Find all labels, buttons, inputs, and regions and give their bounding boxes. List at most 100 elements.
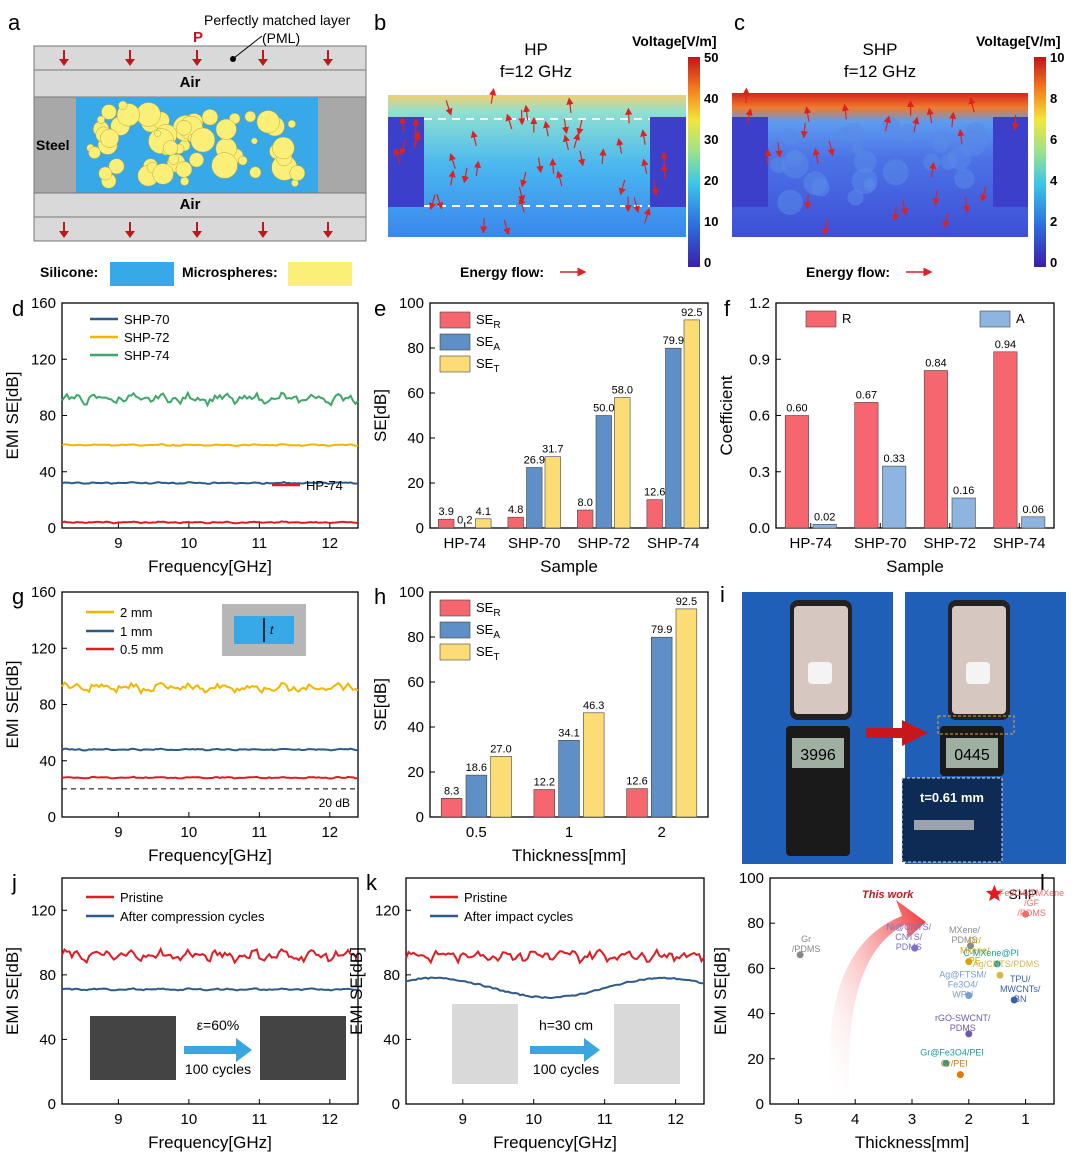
energy-vector xyxy=(900,200,909,216)
panel-label: d xyxy=(12,296,24,321)
bar-value-label: 31.7 xyxy=(542,444,563,456)
legend-swatch xyxy=(439,643,471,661)
energy-vector xyxy=(436,193,444,210)
y-tick-label: 20 xyxy=(407,764,424,781)
legend-label: A xyxy=(1016,311,1025,326)
y-axis-title: EMI SE[dB] xyxy=(3,372,22,460)
incident-arrow-head xyxy=(59,59,69,66)
x-tick-label: HP-74 xyxy=(443,535,486,552)
y-tick-label: 40 xyxy=(39,1031,56,1048)
microsphere-shadow xyxy=(777,189,803,215)
energy-vector xyxy=(561,118,570,135)
series-line xyxy=(61,520,359,525)
point-label: MXene/ xyxy=(949,925,981,935)
y-tick-label: 0.3 xyxy=(749,464,770,481)
energy-vector xyxy=(562,134,570,151)
incident-arrows xyxy=(59,50,333,238)
bar-value-label: 4.8 xyxy=(508,504,523,516)
legend-swatch xyxy=(439,333,471,351)
meter-left-display xyxy=(792,738,844,768)
pml-label: Perfectly matched layer xyxy=(204,12,351,28)
microsphere-shadow xyxy=(899,123,917,141)
legend-label: Pristine xyxy=(464,890,507,905)
y-axis-title: EMI SE[dB] xyxy=(3,947,22,1035)
energy-vector xyxy=(651,180,659,197)
bar-value-label: 0.60 xyxy=(786,403,807,415)
bar xyxy=(665,347,682,529)
colorbar-tick-label: 50 xyxy=(704,50,718,65)
phone-left-widget xyxy=(808,662,832,684)
series-line xyxy=(61,946,359,965)
colorbar-title-shp: Voltage[V/m] xyxy=(976,33,1061,49)
series-line xyxy=(61,390,359,408)
energy-vector xyxy=(536,157,544,174)
energy-vector xyxy=(556,170,564,187)
x-tick-label: 10 xyxy=(525,1111,542,1128)
y-tick-label: 120 xyxy=(31,902,56,919)
bar xyxy=(1021,516,1046,529)
bar xyxy=(558,739,580,818)
data-point xyxy=(993,960,1001,968)
series-line xyxy=(61,681,359,696)
energy-vector xyxy=(822,219,830,236)
microsphere-shadow xyxy=(847,189,864,206)
panel-b: b HP f=12 GHz Voltage[V/m] 50 40 30 20 10 0 E… xyxy=(374,10,718,280)
energy-vector xyxy=(489,88,497,104)
microsphere xyxy=(237,155,248,166)
bar xyxy=(854,402,879,529)
x-tick-label: 0.5 xyxy=(466,824,487,841)
microsphere xyxy=(162,140,179,156)
panel-b-frequency: f=12 GHz xyxy=(500,62,572,81)
impact-photo-after xyxy=(614,1004,680,1084)
x-tick-label: 10 xyxy=(181,535,198,552)
point-label: Gr@Fe3O4/PEI xyxy=(920,1047,984,1057)
reference-label: 20 dB xyxy=(319,796,350,810)
microsphere-shadow xyxy=(851,168,878,195)
air-layer-top xyxy=(33,69,367,98)
x-tick-label: 1 xyxy=(565,824,573,841)
x-tick-label: 12 xyxy=(321,824,338,841)
microsphere-shadow xyxy=(881,116,901,136)
colorbar-title-hp: Voltage[V/m] xyxy=(632,33,717,49)
panel-label: g xyxy=(12,584,24,609)
bar xyxy=(577,509,594,529)
legend-swatch xyxy=(979,310,1011,328)
microsphere-shadow xyxy=(934,129,952,148)
steel-left-shp xyxy=(732,117,768,207)
y-axis-title: EMI SE[dB] xyxy=(3,661,22,749)
legend-label: SET xyxy=(476,356,499,375)
point-label: PDMS xyxy=(896,942,922,952)
microsphere xyxy=(176,120,192,136)
steel-right-hp xyxy=(650,117,686,207)
y-tick-label: 40 xyxy=(407,430,424,447)
chart-h: 0 20 40 60 80 100 h Thickness[mm] SE[dB] 0.5 8.3 18… xyxy=(371,584,709,865)
y-tick-label: 40 xyxy=(39,464,56,481)
chart-j: 0 40 80 120 j Frequency[GHz] EMI SE[dB] 9 10 11 12… xyxy=(3,870,359,1152)
energy-vector xyxy=(413,130,421,146)
legend-label: After impact cycles xyxy=(464,909,574,924)
point-label: PDMS xyxy=(950,1023,976,1033)
colorbar-tick-label: 8 xyxy=(1050,91,1057,106)
y-tick-label: 0 xyxy=(416,809,424,826)
impact-photo-before xyxy=(452,1004,518,1084)
energy-vector xyxy=(891,205,899,222)
point-label: WPU xyxy=(952,990,973,1000)
x-tick-label: 9 xyxy=(114,1111,122,1128)
x-tick-label: 11 xyxy=(597,1111,613,1128)
colorbar-tick-label: 30 xyxy=(704,132,718,147)
chart-f: 0.0 0.3 0.6 0.9 1.2 f Sample Coefficient HP-74 0.… xyxy=(717,295,1055,576)
microsphere-shadow xyxy=(803,171,828,196)
y-tick-label: 40 xyxy=(407,719,424,736)
energy-vector xyxy=(393,147,401,164)
point-label: Mxene/ xyxy=(960,946,990,956)
plot-frame xyxy=(429,302,709,529)
bar-value-label: 50.0 xyxy=(593,403,614,415)
y-tick-label: 160 xyxy=(31,295,56,312)
microsphere xyxy=(272,136,295,160)
bar xyxy=(475,518,492,529)
microsphere xyxy=(251,137,258,145)
chart-k: 0 40 80 120 k Frequency[GHz] EMI SE[dB] 9 10 11 12… xyxy=(347,870,705,1152)
panel-b-title: HP xyxy=(524,40,548,59)
energy-vector xyxy=(448,169,456,186)
series-line xyxy=(61,987,359,992)
